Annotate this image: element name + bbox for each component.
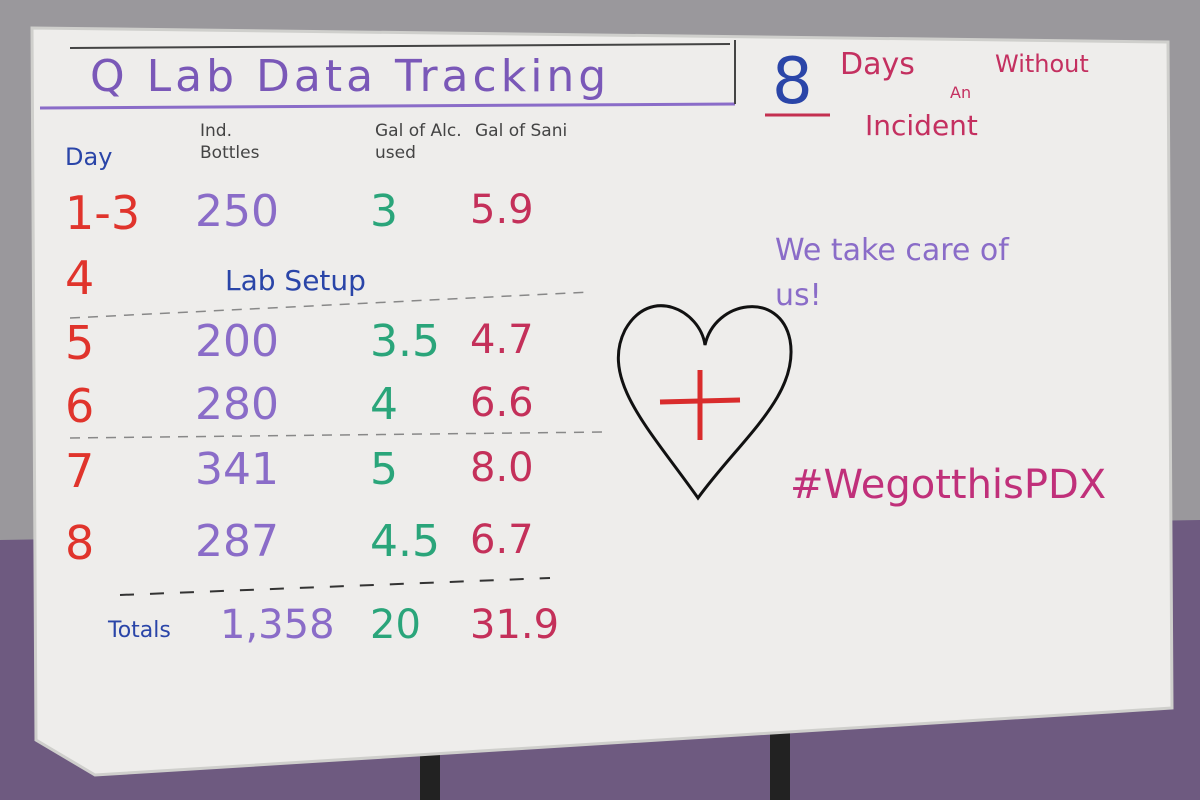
table-cell: 3 xyxy=(370,186,398,237)
table-cell: 6 xyxy=(65,379,95,433)
days-count: 8 xyxy=(772,45,813,119)
days-label: Without xyxy=(995,50,1089,78)
total-cell: 20 xyxy=(370,602,421,648)
note: We take care of us! xyxy=(775,233,1009,313)
table-cell: 8.0 xyxy=(470,445,534,491)
board-title: Q Lab Data Tracking xyxy=(90,51,611,102)
table-cell: 6.7 xyxy=(470,517,534,563)
table-cell: 1-3 xyxy=(65,186,141,240)
table-cell: 250 xyxy=(195,186,279,237)
column-header: Gal of Alc. used xyxy=(375,121,462,164)
table-cell: 4.7 xyxy=(470,317,534,363)
table-cell: 3.5 xyxy=(370,316,440,367)
table-cell: 7 xyxy=(65,444,95,498)
table-cell: 5.9 xyxy=(470,187,534,233)
table-cell: 5 xyxy=(65,316,95,370)
table-cell: 341 xyxy=(195,444,279,495)
table-cell: 5 xyxy=(370,444,398,495)
note: #WegotthisPDX xyxy=(790,462,1107,508)
table-cell: 6.6 xyxy=(470,380,534,426)
table-cell: 4 xyxy=(370,379,398,430)
column-header: Day xyxy=(65,143,113,171)
total-cell: 31.9 xyxy=(470,602,560,648)
column-header: Gal of Sani xyxy=(475,121,568,141)
totals-label: Totals xyxy=(108,618,171,643)
table-cell: 200 xyxy=(195,316,279,367)
table-cell: 280 xyxy=(195,379,279,430)
column-header: Ind. Bottles xyxy=(200,121,260,164)
table-cell: 4.5 xyxy=(370,516,440,567)
table-cell: 287 xyxy=(195,516,279,567)
row-note: Lab Setup xyxy=(225,264,366,297)
table-cell: 4 xyxy=(65,251,95,305)
total-cell: 1,358 xyxy=(220,602,335,648)
table-cell: 8 xyxy=(65,516,95,570)
days-label: Incident xyxy=(865,109,978,142)
days-label: An xyxy=(950,83,972,102)
days-label: Days xyxy=(840,47,915,82)
